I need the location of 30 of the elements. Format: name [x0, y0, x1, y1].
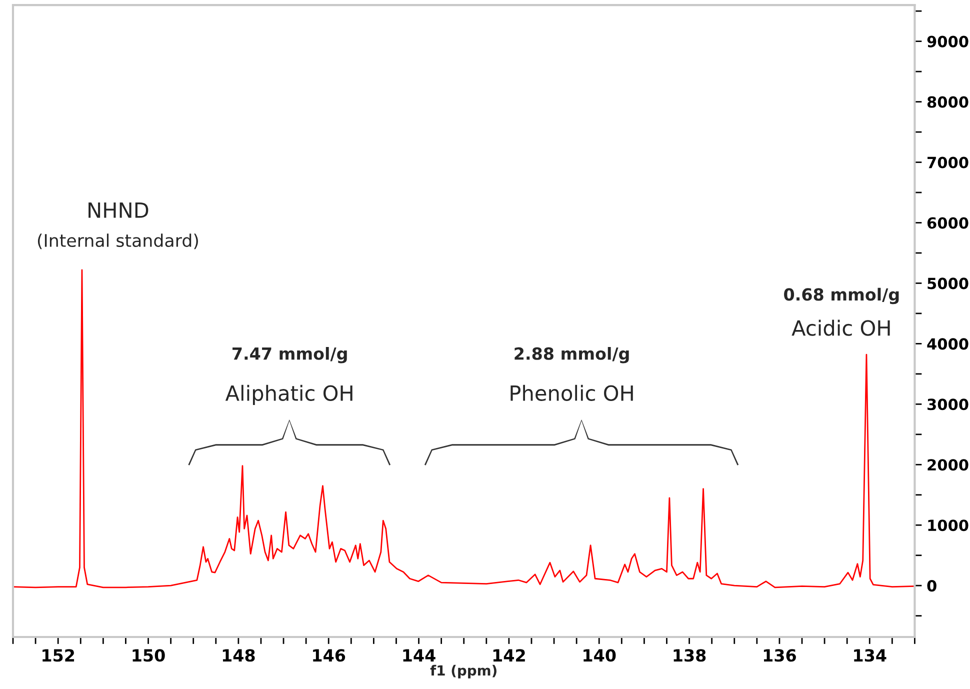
- x-tick-label: 136: [764, 649, 796, 662]
- annotation: 7.47 mmol/g: [232, 347, 347, 364]
- x-axis-title: f1 (ppm): [430, 664, 496, 678]
- x-tick-label: 150: [132, 649, 165, 662]
- x-tick-label: 152: [42, 649, 74, 662]
- y-tick-label: 9000: [927, 36, 968, 48]
- y-tick-label: 6000: [927, 217, 968, 229]
- x-tick-label: 144: [403, 649, 436, 662]
- y-tick-label: 3000: [928, 398, 968, 410]
- annotation: 2.88 mmol/g: [514, 347, 629, 364]
- annotation: 0.68 mmol/g: [784, 288, 899, 304]
- x-tick-label: 142: [493, 649, 525, 662]
- y-tick-label: 1000: [928, 520, 968, 532]
- annotation: Acidic OH: [792, 320, 890, 336]
- x-tick-label: 148: [222, 649, 255, 662]
- annotation: (Internal standard): [38, 234, 198, 250]
- x-tick-label: 134: [854, 649, 886, 662]
- y-tick-label: 2000: [928, 459, 968, 471]
- x-tick-label: 140: [584, 649, 616, 662]
- annotation: NHND: [88, 202, 148, 218]
- annotation: Aliphatic OH: [225, 384, 352, 406]
- y-tick-label: 8000: [927, 96, 968, 108]
- annotation: Phenolic OH: [510, 384, 633, 401]
- line-series: [13, 269, 915, 588]
- y-tick-label: 5000: [928, 278, 968, 290]
- y-tick-label: 0: [927, 580, 936, 592]
- y-tick-label: 7000: [928, 156, 968, 168]
- x-tick-label: 138: [674, 649, 706, 662]
- y-tick-label: 4000: [927, 338, 968, 350]
- x-tick-label: 146: [313, 649, 346, 662]
